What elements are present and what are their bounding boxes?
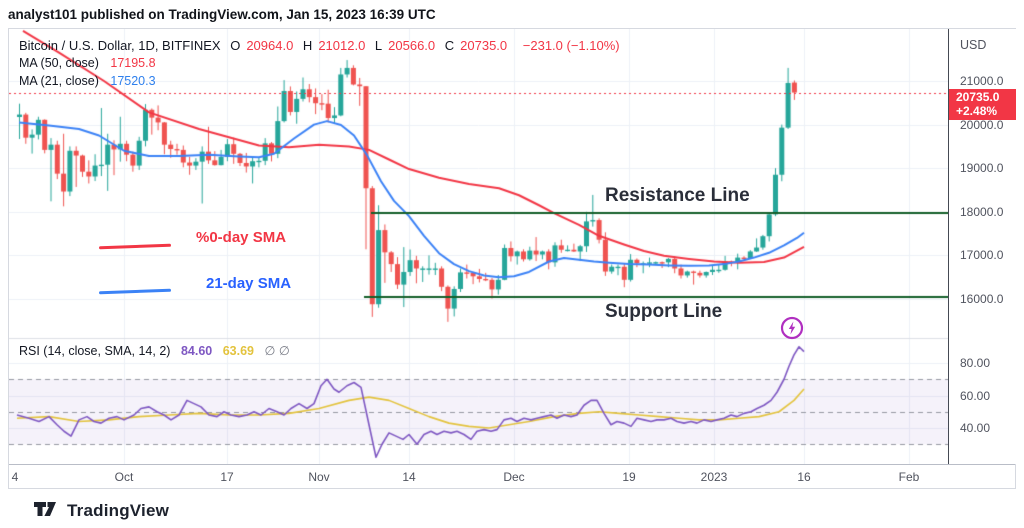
time-tick-label: Feb	[898, 470, 920, 484]
symbol-title[interactable]: Bitcoin / U.S. Dollar, 1D, BITFINEX	[19, 38, 221, 53]
sma21-annotation-label: 21-day SMA	[206, 275, 292, 292]
idea-lightning-icon[interactable]	[780, 316, 804, 340]
time-tick-label: 4	[11, 470, 19, 484]
sma50-annotation-label: %0-day SMA	[196, 229, 287, 246]
time-tick-label: 16	[797, 470, 811, 484]
ohlc-value: 20735.0	[460, 38, 511, 53]
tradingview-logo-icon	[34, 502, 56, 516]
time-tick-label: 14	[402, 470, 416, 484]
publish-info: analyst101 published on TradingView.com,…	[8, 7, 436, 22]
time-tick-label: Dec	[503, 470, 525, 484]
ohlc-values: O 20964.0 H 21012.0 L 20566.0 C 20735.0	[230, 38, 517, 53]
price-tick-label: 18000.0	[960, 204, 1004, 219]
resistance-line-label: Resistance Line	[605, 185, 750, 206]
chart-legend: Bitcoin / U.S. Dollar, 1D, BITFINEX O 209…	[19, 37, 626, 90]
rsi-empty-indicators: ∅ ∅	[264, 344, 290, 358]
symbol-ohlc-row: Bitcoin / U.S. Dollar, 1D, BITFINEX O 209…	[19, 37, 626, 54]
rsi-legend[interactable]: RSI (14, close, SMA, 14, 2) 84.60 63.69 …	[19, 343, 290, 358]
last-change-pct: +2.48%	[956, 104, 998, 118]
ohlc-value: 20964.0	[246, 38, 297, 53]
rsi-tick-label: 80.00	[960, 356, 991, 370]
ohlc-value: 20566.0	[388, 38, 439, 53]
price-tick-label: 21000.0	[960, 74, 1004, 88]
rsi-tick-label: 40.00	[960, 421, 991, 435]
price-axis[interactable]: USD 21000.0 20000.0 19000.0 18000.0 17000.0 1…	[948, 29, 1016, 464]
ma50-label: MA (50, close)	[19, 56, 99, 70]
rsi-value: 84.60	[180, 344, 213, 358]
ma50-value: 17195.8	[110, 56, 156, 70]
price-tick-label: 17000.0	[960, 248, 1004, 263]
time-tick-label: 2023	[700, 470, 728, 484]
ohlc-key: C	[444, 38, 455, 53]
time-tick-label: 17	[220, 470, 234, 484]
chart-frame: Bitcoin / U.S. Dollar, 1D, BITFINEX O 209…	[8, 28, 1016, 489]
ohlc-value: 21012.0	[318, 38, 369, 53]
ma50-legend[interactable]: MA (50, close) 17195.8	[19, 55, 626, 72]
support-line-label: Support Line	[605, 301, 723, 322]
time-tick-label: Oct	[114, 470, 134, 484]
brand-name: TradingView	[67, 501, 170, 520]
price-tick-label: 16000.0	[960, 292, 1004, 306]
rsi-ma-value: 63.69	[222, 344, 254, 358]
rsi-label: RSI (14, close, SMA, 14, 2)	[19, 344, 171, 358]
ma21-legend[interactable]: MA (21, close) 17520.3	[19, 73, 626, 90]
time-tick-label: 19	[622, 470, 636, 484]
last-price: 20735.0	[956, 90, 1000, 104]
change-value: −231.0 (−1.10%)	[522, 38, 620, 53]
currency-label: USD	[960, 38, 987, 52]
ma21-value: 17520.3	[110, 74, 156, 88]
ma21-label: MA (21, close)	[19, 74, 99, 88]
footer-brand: TradingView	[34, 501, 169, 521]
last-price-badge: 20735.0 +2.48%	[949, 89, 1016, 120]
ohlc-key: H	[302, 38, 313, 53]
time-axis[interactable]: 4 Oct 17 Nov 14 Dec 19 2023 16 Feb	[9, 464, 1015, 489]
time-tick-label: Nov	[308, 470, 330, 484]
ohlc-key: L	[374, 38, 383, 53]
price-tick-label: 19000.0	[960, 161, 1004, 176]
rsi-tick-label: 60.00	[960, 388, 991, 403]
price-tick-label: 20000.0	[960, 117, 1004, 132]
ohlc-key: O	[230, 38, 241, 53]
